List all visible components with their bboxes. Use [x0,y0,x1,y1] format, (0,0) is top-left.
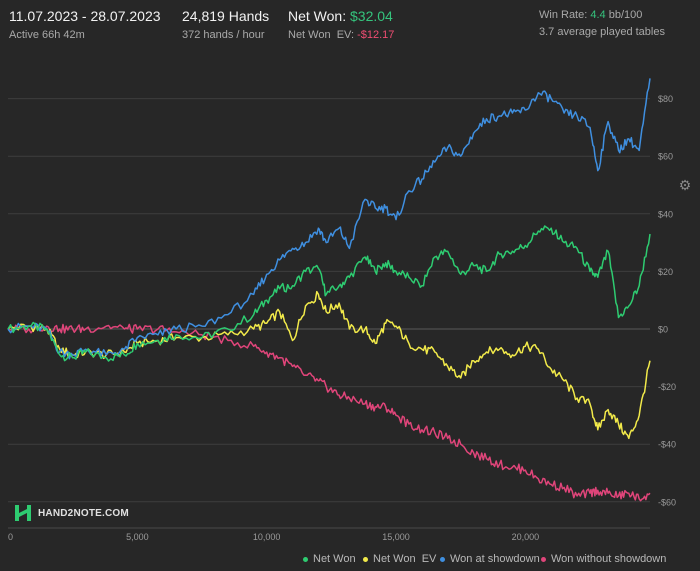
legend-dot [363,556,368,562]
legend-dot [303,556,308,562]
y-tick-label: $60 [658,152,673,162]
legend-label: Net Won EV [373,553,437,565]
won-without-showdown-line [7,323,651,502]
net-won-value: $32.04 [350,8,393,24]
logo-text: HAND2NOTE.COM [38,508,129,519]
legend-item-net-won-ev[interactable]: Net Won EV [363,553,436,567]
grid-layer [8,98,650,529]
series-layer [7,78,651,502]
y-tick-label: $80 [658,94,673,104]
hands-count: 24,819 Hands [182,8,270,24]
legend-item-showdown[interactable]: Won at showdown [440,553,540,567]
net-won-ev-label: Net Won EV: [288,29,355,41]
win-rate-value: 4.4 [590,9,606,21]
legend-dot [541,556,546,562]
stats-header: 11.07.2023 - 28.07.2023 Active 66h 42m 2… [0,0,700,44]
y-tick-label: -$40 [658,440,676,450]
date-block: 11.07.2023 - 28.07.2023 Active 66h 42m [9,8,161,42]
legend-dot [440,556,445,562]
legend-label: Net Won [313,553,356,565]
win-rate-label: Win Rate: [539,9,588,21]
x-tick-label: 10,000 [253,532,281,542]
hand2note-logo-icon [15,505,31,521]
win-rate-block: Win Rate: 4.4 bb/100 3.7 average played … [539,8,665,39]
y-tick-label: $40 [658,209,673,219]
legend-item-without-showdown[interactable]: Won without showdown [541,553,666,567]
gear-icon[interactable]: ⚙ [678,177,692,193]
y-tick-label: $0 [658,325,668,335]
won-at-showdown-line [7,78,651,360]
net-won-label: Net Won: [288,8,347,24]
net-won-ev-line [7,290,651,440]
y-axis-labels: $80 $60 $40 $20 $0 -$20 -$40 -$60 [658,94,676,507]
x-tick-label: 0 [8,532,13,542]
avg-tables: 3.7 average played tables [539,26,665,38]
x-tick-label: 5,000 [126,532,149,542]
date-range: 11.07.2023 - 28.07.2023 [9,8,161,24]
win-rate-unit: bb/100 [608,9,643,21]
y-tick-label: -$60 [658,497,676,507]
legend-item-net-won[interactable]: Net Won [303,553,356,567]
legend-label: Won at showdown [450,553,540,565]
x-tick-label: 15,000 [382,532,410,542]
active-time: Active 66h 42m [9,29,85,41]
y-tick-label: $20 [658,267,673,277]
hands-block: 24,819 Hands 372 hands / hour [182,8,269,42]
x-tick-label: 20,000 [512,532,540,542]
net-won-line [7,225,651,362]
legend-label: Won without showdown [551,553,667,565]
hands-rate: 372 hands / hour [182,29,265,41]
net-won-block: Net Won: $32.04 Net Won EV: -$12.17 [288,8,394,42]
y-tick-label: -$20 [658,382,676,392]
net-won-ev-value: -$12.17 [357,29,395,41]
x-axis-labels: 0 5,000 10,000 15,000 20,000 [8,532,539,542]
